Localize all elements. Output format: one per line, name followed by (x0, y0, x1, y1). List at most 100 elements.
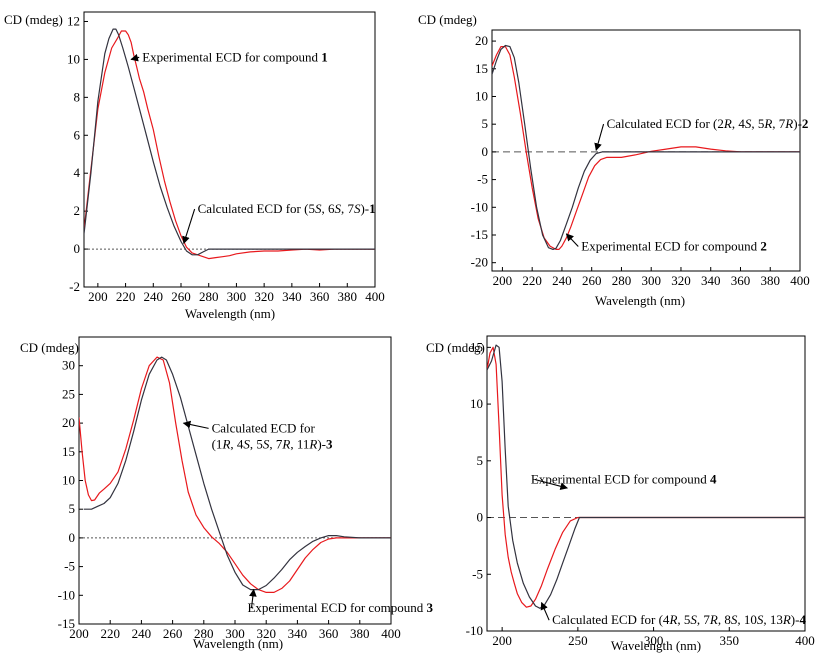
y-tick-label: -10 (58, 587, 75, 602)
x-tick-label: 400 (365, 289, 385, 304)
calculated-ecd-curve (84, 28, 375, 256)
plot-frame (491, 29, 801, 272)
x-tick-label: 240 (552, 273, 572, 288)
y-tick-label: 10 (67, 51, 80, 66)
x-tick-label: 260 (163, 626, 183, 641)
x-tick-label: 220 (116, 289, 136, 304)
y-tick-label: -5 (477, 172, 488, 187)
annotation-arrow (594, 123, 605, 151)
x-tick-label: 400 (381, 626, 401, 641)
x-tick-label: 360 (310, 289, 330, 304)
y-tick-label: -15 (58, 616, 75, 631)
x-tick-label: 260 (582, 273, 602, 288)
y-tick-label: -20 (471, 255, 488, 270)
annotation-label: Experimental ECD for compound 3 (247, 600, 433, 615)
x-tick-label: 300 (641, 273, 661, 288)
annotation-label: Experimental ECD for compound 1 (142, 49, 328, 64)
y-axis-label: CD (mdeg) (418, 12, 477, 27)
y-tick-label: -10 (471, 199, 488, 214)
x-tick-label: 300 (644, 633, 664, 648)
x-tick-label: 200 (88, 289, 108, 304)
annotation-label-line1: Calculated ECD for (212, 420, 316, 435)
annotation-arrow (534, 478, 569, 490)
y-tick-label: 5 (482, 116, 489, 131)
y-tick-label: -5 (64, 559, 75, 574)
x-tick-label: 280 (612, 273, 632, 288)
y-tick-label: 10 (475, 88, 488, 103)
annotation-label: Experimental ECD for compound 2 (581, 239, 767, 254)
y-tick-label: 5 (69, 501, 76, 516)
x-tick-label: 400 (795, 633, 815, 648)
x-tick-label: 280 (194, 626, 214, 641)
y-tick-label: 6 (74, 127, 81, 142)
experimental-ecd-curve (487, 346, 805, 608)
x-tick-label: 200 (492, 633, 512, 648)
x-tick-label: 240 (144, 289, 164, 304)
annotation-label: (1R, 4S, 5S, 7R, 11R)-3 (212, 436, 333, 451)
y-axis-label: CD (mdeg) (20, 340, 79, 355)
plot-frame (78, 336, 392, 625)
annotation-label: Calculated ECD for (4R, 5S, 7R, 8S, 10S,… (552, 612, 806, 627)
x-tick-label: 320 (256, 626, 276, 641)
x-tick-label: 300 (227, 289, 247, 304)
y-tick-label: 20 (475, 33, 488, 48)
y-tick-label: 12 (67, 13, 80, 28)
annotation-arrow (249, 588, 257, 609)
x-tick-label: 260 (171, 289, 191, 304)
x-tick-label: 240 (132, 626, 152, 641)
x-tick-label: 340 (288, 626, 308, 641)
y-tick-label: -10 (466, 623, 483, 638)
x-axis-label: Wavelength (nm) (193, 636, 283, 651)
annotation-arrow (182, 208, 196, 245)
calculated-ecd-curve (83, 356, 391, 591)
y-tick-label: -5 (472, 566, 483, 581)
plot-frame (83, 11, 376, 288)
annotation-label: Experimental ECD for compound 4 (531, 472, 717, 487)
y-tick-label: 0 (482, 144, 489, 159)
y-tick-label: 5 (477, 453, 484, 468)
x-axis-label: Wavelength (nm) (595, 293, 685, 308)
y-axis-label: CD (mdeg) (426, 340, 485, 355)
x-tick-label: 300 (225, 626, 245, 641)
y-tick-label: -2 (69, 279, 80, 294)
plot-frame (486, 335, 806, 632)
y-tick-label: 10 (470, 396, 483, 411)
y-tick-label: 15 (475, 61, 488, 76)
annotation-label: Calculated ECD for (2R, 4S, 5R, 7R)-2 (607, 116, 809, 131)
x-tick-label: 380 (760, 273, 780, 288)
annotation-arrow (565, 233, 579, 247)
y-axis-label: CD (mdeg) (4, 12, 63, 27)
y-tick-label: 15 (470, 339, 483, 354)
y-tick-label: 4 (74, 165, 81, 180)
annotation-arrow (540, 601, 550, 621)
x-tick-label: 320 (254, 289, 274, 304)
x-tick-label: 380 (350, 626, 370, 641)
calculated-ecd-curve (487, 344, 805, 609)
x-axis-label: Wavelength (nm) (611, 638, 701, 653)
panel-compound-2: CD (mdeg) Wavelength (nm) 200 220 240 260 28… (418, 12, 810, 308)
y-tick-label: -15 (471, 227, 488, 242)
x-tick-label: 220 (522, 273, 542, 288)
y-tick-label: 10 (62, 473, 75, 488)
x-tick-label: 200 (493, 273, 513, 288)
calculated-ecd-curve (492, 44, 800, 250)
x-tick-label: 360 (731, 273, 751, 288)
y-tick-label: 2 (74, 203, 81, 218)
y-tick-label: 20 (62, 415, 75, 430)
annotation-arrow (182, 420, 209, 429)
x-tick-label: 220 (100, 626, 120, 641)
y-tick-label: 25 (62, 386, 75, 401)
annotation-arrow (130, 53, 140, 62)
experimental-ecd-curve (84, 30, 375, 260)
y-tick-label: 0 (477, 510, 484, 525)
y-tick-label: 15 (62, 444, 75, 459)
x-tick-label: 340 (701, 273, 721, 288)
x-axis-label: Wavelength (nm) (185, 306, 275, 321)
x-tick-label: 340 (282, 289, 302, 304)
panel-compound-3: CD (mdeg) Wavelength (nm) 200 220 240 260 28… (20, 336, 434, 651)
x-tick-label: 360 (319, 626, 339, 641)
annotation-label: Calculated ECD for (5S, 6S, 7S)-1 (198, 201, 376, 216)
y-tick-label: 8 (74, 89, 81, 104)
panel-compound-1: CD (mdeg) Wavelength (nm) 200 220 240 260 2 8… (4, 11, 385, 321)
